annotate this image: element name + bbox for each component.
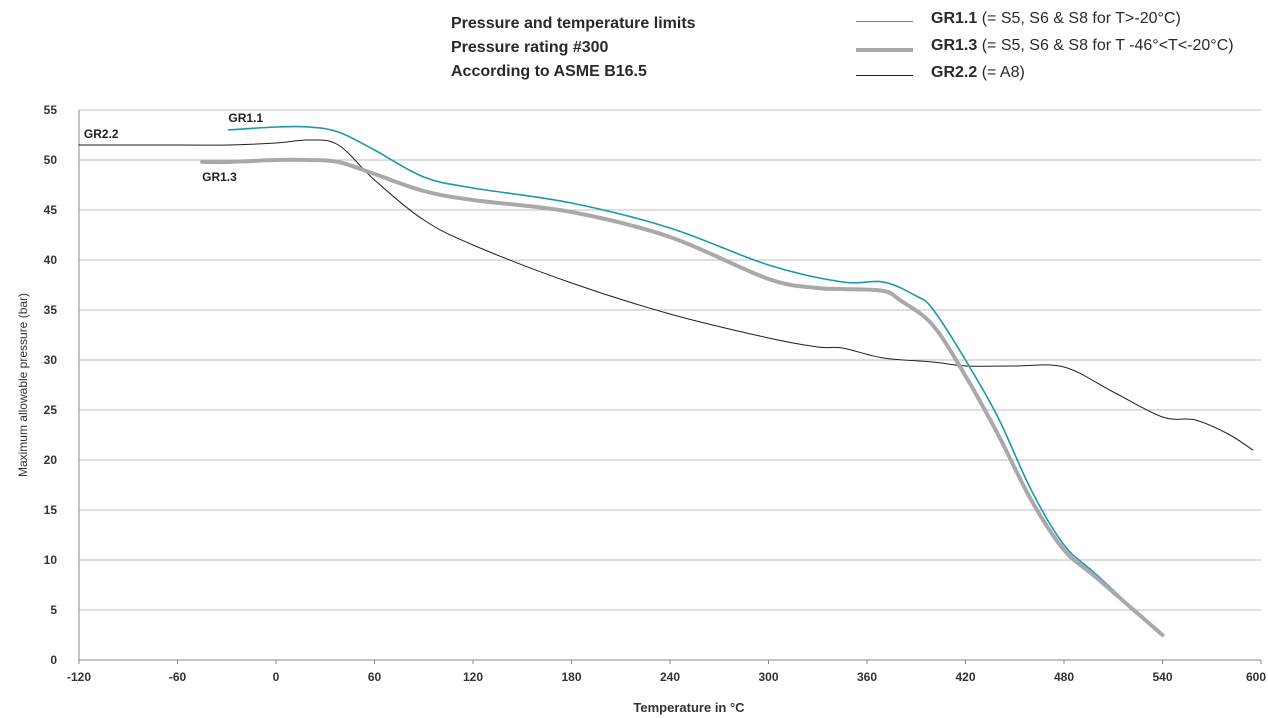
legend-text-gr2-2: GR2.2 (= A8) <box>931 64 1025 82</box>
legend-desc-gr2-2: (= A8) <box>977 64 1025 81</box>
series-lines <box>78 125 1254 637</box>
y-tick-label: 30 <box>44 353 58 367</box>
y-tick-label: 10 <box>44 553 58 567</box>
x-tick-label: 60 <box>368 670 382 684</box>
annotation-gr2-2: GR2.2 <box>84 127 119 141</box>
legend-name-gr1-3: GR1.3 <box>931 37 978 54</box>
legend-name-gr1-1: GR1.1 <box>931 10 978 27</box>
legend-item-gr1-3: GR1.3 (= S5, S6 & S8 for T -46°<T<-20°C) <box>856 35 1268 62</box>
series-line-gr1-3 <box>200 157 1165 637</box>
legend-text-gr1-3: GR1.3 (= S5, S6 & S8 for T -46°<T<-20°C) <box>931 37 1234 55</box>
y-axis-label: Maximum allowable pressure (bar) <box>16 293 30 477</box>
x-tick-label: 120 <box>463 670 483 684</box>
y-tick-label: 25 <box>44 403 58 417</box>
series-line-gr2-2 <box>78 139 1254 451</box>
legend-swatch-gr1-3 <box>856 48 913 52</box>
x-tick-label: 360 <box>857 670 877 684</box>
y-tick-label: 50 <box>44 153 58 167</box>
y-tick-label: 0 <box>50 653 57 667</box>
legend-desc-gr1-1: (= S5, S6 & S8 for T>-20°C) <box>977 10 1181 27</box>
x-tick-label: 300 <box>758 670 778 684</box>
legend-item-gr2-2: GR2.2 (= A8) <box>856 62 1268 89</box>
x-tick-label: 420 <box>955 670 975 684</box>
legend-item-gr1-1: GR1.1 (= S5, S6 & S8 for T>-20°C) <box>856 8 1268 35</box>
x-tick-label: 240 <box>660 670 680 684</box>
grid-lines <box>78 109 1261 661</box>
y-tick-label: 5 <box>50 603 57 617</box>
annotation-gr1-1: GR1.1 <box>228 111 263 125</box>
chart-title-block: Pressure and temperature limits Pressure… <box>451 12 696 84</box>
y-tick-label: 55 <box>44 103 58 117</box>
legend-swatch-gr2-2 <box>856 75 913 76</box>
chart-subtitle-rating: Pressure rating #300 <box>451 39 609 56</box>
x-tick-label: 600 <box>1246 670 1266 684</box>
legend-name-gr2-2: GR2.2 <box>931 64 978 81</box>
x-tick-label: 180 <box>561 670 581 684</box>
chart-title: Pressure and temperature limits <box>451 15 696 32</box>
y-tick-label: 15 <box>44 503 58 517</box>
legend: GR1.1 (= S5, S6 & S8 for T>-20°C) GR1.3 … <box>856 8 1268 89</box>
y-tick-label: 40 <box>44 253 58 267</box>
y-tick-labels: 0 5 10 15 20 25 30 35 40 45 50 55 <box>44 103 58 667</box>
x-tick-label: -60 <box>169 670 187 684</box>
legend-text-gr1-1: GR1.1 (= S5, S6 & S8 for T>-20°C) <box>931 10 1181 28</box>
x-tick-label: -120 <box>67 670 91 684</box>
chart-subtitle-standard: According to ASME B16.5 <box>451 63 647 80</box>
legend-swatch-gr1-1 <box>856 21 913 22</box>
annotation-gr1-3: GR1.3 <box>202 170 237 184</box>
x-tick-label: 0 <box>273 670 280 684</box>
series-line-gr1-1 <box>227 125 1164 637</box>
x-tick-labels: -120 -60 0 60 120 180 240 300 360 420 480 540 600 <box>67 660 1266 684</box>
legend-desc-gr1-3: (= S5, S6 & S8 for T -46°<T<-20°C) <box>977 37 1234 54</box>
y-tick-label: 35 <box>44 303 58 317</box>
series-annotations: GR1.1 GR2.2 GR1.3 <box>84 111 263 184</box>
x-tick-label: 480 <box>1054 670 1074 684</box>
x-tick-label: 540 <box>1152 670 1172 684</box>
y-tick-label: 45 <box>44 203 58 217</box>
y-tick-label: 20 <box>44 453 58 467</box>
x-axis-label: Temperature in °C <box>633 700 745 715</box>
